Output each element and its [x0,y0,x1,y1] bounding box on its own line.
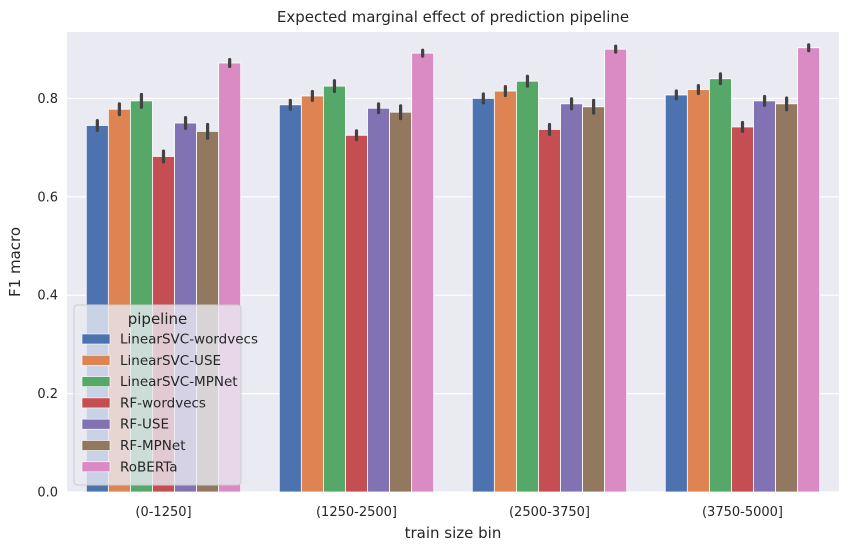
y-tick-label: 0.8 [37,92,58,107]
y-tick-label: 0.0 [37,486,58,501]
y-tick-label: 0.6 [37,190,58,205]
bar [278,104,302,493]
legend-label: LinearSVC-USE [120,353,221,369]
legend-swatch [81,440,111,451]
bar [582,106,606,493]
legend-box [73,304,242,486]
y-tick-labels: 0.0 0.2 0.4 0.6 0.8 [37,92,58,501]
error-bars [95,43,811,164]
x-tick-label: (0-1250] [135,505,191,520]
bar [709,78,732,493]
legend-swatch [81,397,111,409]
bar [731,126,754,493]
y-axis-label: F1 macro [6,227,24,297]
x-tick-label: (1250-2500] [316,505,397,520]
x-tick-labels: (0-1250] (1250-2500] (2500-3750] (3750-5000… [135,505,783,520]
bar [753,100,776,493]
x-tick-label: (3750-5000] [702,505,783,520]
legend-label: LinearSVC-wordvecs [120,332,258,348]
bar [411,52,435,493]
legend-label: RoBERTa [120,459,178,475]
x-tick-label: (2500-3750] [509,505,590,520]
legend-swatch [81,354,111,366]
bar [493,90,517,493]
legend-swatch [81,376,111,387]
bar [538,129,561,493]
legend: pipeline LinearSVC-wordvecs LinearSVC-USE… [73,304,258,486]
legend-title: pipeline [128,310,188,328]
bar [471,98,495,493]
y-tick-label: 0.4 [37,289,58,304]
legend-label: LinearSVC-MPNet [120,374,238,390]
bar [389,111,413,493]
bar [797,47,821,493]
legend-label: RF-USE [120,417,169,433]
bar [323,85,346,493]
bar [367,107,390,493]
bar [686,89,710,493]
bar [775,103,799,493]
x-axis-label: train size bin [405,524,502,542]
bar [604,48,628,493]
bar [560,103,583,493]
chart-title: Expected marginal effect of prediction p… [277,8,629,26]
bar [516,80,539,493]
bar [300,95,324,493]
legend-swatch [81,461,111,473]
legend-label: RF-wordvecs [120,395,206,411]
y-tick-label: 0.2 [37,387,58,402]
legend-swatch [81,333,111,345]
legend-swatch [81,418,111,430]
bar [345,134,368,493]
bar [664,94,688,493]
legend-label: RF-MPNet [120,438,186,454]
